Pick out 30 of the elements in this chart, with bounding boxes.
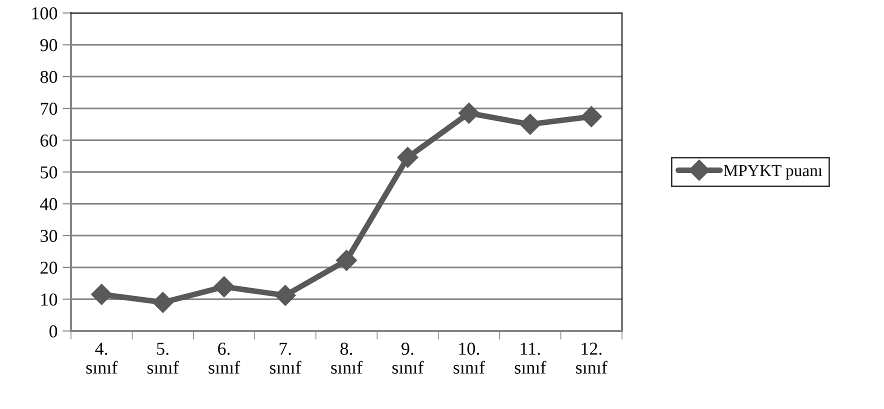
point	[458, 102, 480, 124]
y-tick-label: 50	[40, 166, 58, 178]
x-tick-label: 9. sınıf	[392, 342, 424, 374]
point	[397, 146, 418, 168]
x-tick-label: 11. sınıf	[514, 342, 546, 374]
x-tick-label: 5. sınıf	[148, 342, 179, 374]
point	[520, 114, 541, 135]
point	[91, 284, 112, 305]
y-tick-label: 100	[32, 7, 58, 20]
y-tick-label: 90	[40, 39, 58, 52]
point	[274, 284, 296, 306]
x-tick-label: 12. sınıf	[576, 342, 608, 374]
point	[214, 276, 235, 298]
x-tick-label: 6. sınıf	[208, 342, 240, 374]
y-tick-label: 80	[40, 70, 58, 84]
y-tick-label: 10	[41, 293, 58, 306]
point	[336, 250, 358, 271]
y-tick-label: 70	[40, 102, 58, 115]
y-tick-label: 20	[40, 262, 58, 274]
y-tick-label: 40	[40, 198, 58, 210]
x-tick-label: 8. sınıf	[331, 342, 363, 374]
legend-label: MPYKT puanı	[724, 165, 822, 180]
x-tick-label: 7. sınıf	[270, 342, 302, 374]
y-tick-label: 0	[49, 325, 58, 338]
x-tick-label: 4. sınıf	[86, 342, 118, 374]
y-tick-label: 30	[40, 230, 58, 242]
x-tick-label: 10. sınıf	[454, 342, 485, 374]
y-tick-label: 60	[40, 134, 58, 147]
point	[152, 292, 174, 313]
point	[580, 106, 602, 128]
